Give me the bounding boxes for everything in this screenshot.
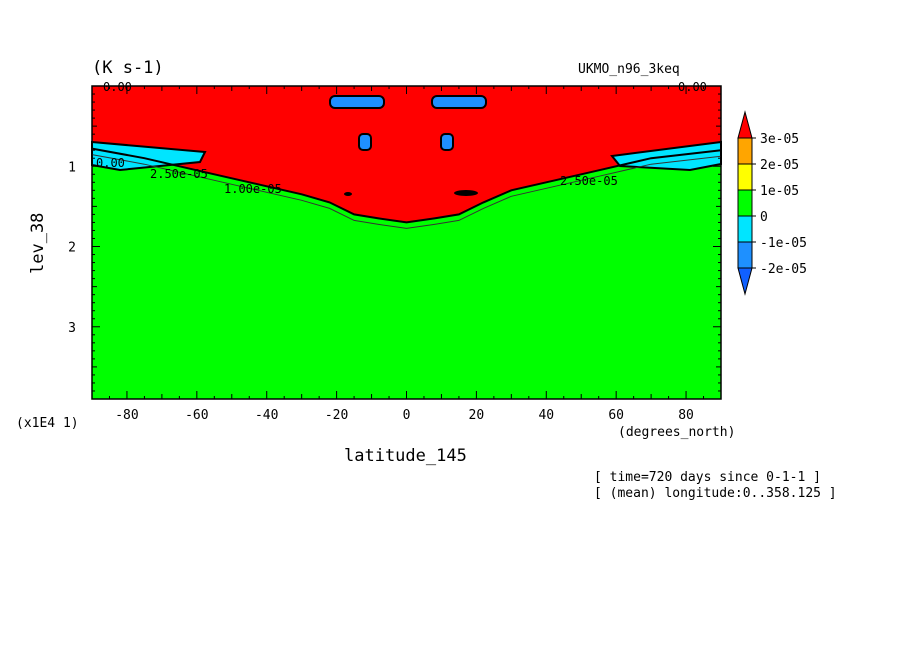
x-axis-title: latitude_145 (344, 446, 467, 466)
footer-time: [ time=720 days since 0-1-1 ] (594, 470, 821, 485)
y-tick-label: 2 (68, 241, 76, 256)
colorbar-label: -1e-05 (760, 236, 807, 251)
y-scale-label: (x1E4 1) (16, 416, 79, 431)
blob-negative (431, 95, 487, 109)
colorbar-label: -2e-05 (760, 262, 807, 277)
x-axis: -80 -60 -40 -20 0 20 40 60 80 (91, 86, 722, 423)
contour-label: 2.50e-05 (560, 174, 618, 188)
colorbar-swatch (737, 215, 753, 243)
colorbar-top-arrow (737, 110, 753, 139)
x-tick-label: 20 (469, 408, 485, 423)
contour-line (91, 154, 722, 229)
blob-negative (358, 133, 372, 151)
colorbar-swatch (737, 137, 753, 165)
blob-contour (454, 190, 478, 196)
x-tick-label: -80 (115, 408, 138, 423)
x-tick-label: -60 (185, 408, 208, 423)
contour-label: 0.00 (678, 80, 707, 94)
units-label: (K s-1) (92, 58, 164, 78)
colorbar-label: 3e-05 (760, 132, 799, 147)
colorbar-swatch (737, 241, 753, 269)
x-tick-label: -20 (325, 408, 348, 423)
x-tick-label: 80 (678, 408, 694, 423)
dataset-label: UKMO_n96_3keq (578, 62, 680, 77)
colorbar: 3e-05 2e-05 1e-05 0 -1e-05 -2e-05 (737, 110, 807, 296)
blob-contour (344, 192, 352, 196)
x-tick-label: 60 (608, 408, 624, 423)
x-tick-label: 0 (403, 408, 411, 423)
x-tick-label: -40 (255, 408, 278, 423)
region-positive (92, 86, 721, 223)
contour-label: 2.50e-05 (150, 167, 208, 181)
y-axis-title: lev_38 (28, 212, 48, 274)
contour-label: 0.00 (103, 80, 132, 94)
colorbar-swatch (737, 163, 753, 191)
colorbar-swatch (737, 189, 753, 217)
negative-blobs (91, 95, 722, 196)
blob-negative (329, 95, 385, 109)
contour-label: 0.00 (96, 156, 125, 170)
y-axis: 1 2 3 (68, 85, 721, 392)
blob-negative (440, 133, 454, 151)
y-tick-label: 3 (68, 321, 76, 336)
colorbar-label: 0 (760, 210, 768, 225)
colorbar-label: 1e-05 (760, 184, 799, 199)
colorbar-label: 2e-05 (760, 158, 799, 173)
y-tick-label: 1 (68, 160, 76, 175)
colorbar-bottom-arrow (737, 267, 753, 296)
contour-label: 1.00e-05 (224, 182, 282, 196)
x-tick-label: 40 (538, 408, 554, 423)
plot-regions (92, 86, 721, 399)
contour-lines (91, 147, 722, 229)
footer-longitude: [ (mean) longitude:0..358.125 ] (594, 486, 837, 501)
x-units-label: (degrees_north) (618, 425, 736, 440)
contour-line (91, 147, 722, 224)
